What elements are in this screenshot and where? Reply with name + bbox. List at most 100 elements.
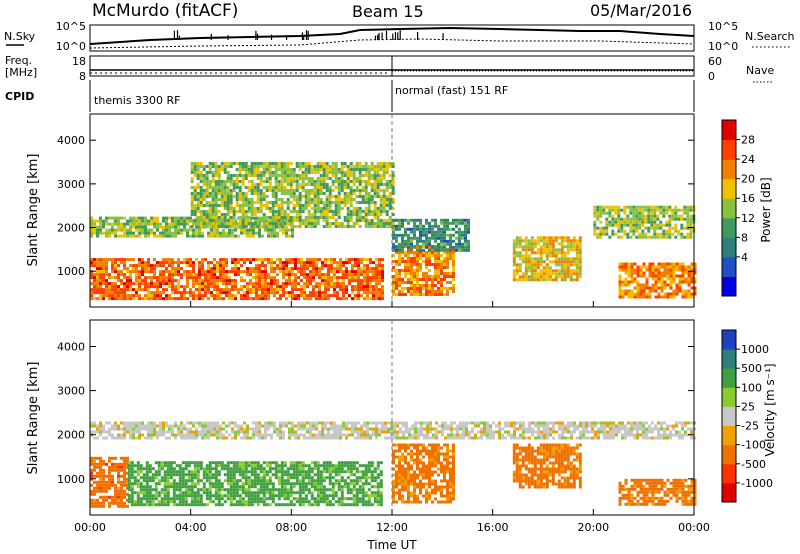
heatmap-cell bbox=[240, 279, 243, 283]
heatmap-cell bbox=[276, 288, 279, 292]
heatmap-cell bbox=[352, 207, 356, 210]
heatmap-cell bbox=[202, 476, 206, 480]
heatmap-cell bbox=[313, 488, 317, 492]
heatmap-cell bbox=[117, 258, 120, 262]
heatmap-cell bbox=[382, 195, 386, 198]
heatmap-cell bbox=[624, 280, 628, 284]
heatmap-cell bbox=[144, 285, 147, 289]
heatmap-cell bbox=[217, 186, 221, 189]
heatmap-cell bbox=[123, 291, 126, 295]
heatmap-cell bbox=[385, 219, 389, 222]
heatmap-cell bbox=[264, 258, 267, 262]
heatmap-cell bbox=[452, 269, 455, 272]
heatmap-cell bbox=[336, 282, 339, 286]
heatmap-cell bbox=[398, 242, 401, 246]
heatmap-cell bbox=[256, 174, 260, 177]
heatmap-cell bbox=[214, 485, 218, 489]
heatmap-cell bbox=[301, 470, 305, 474]
heatmap-cell bbox=[196, 177, 200, 180]
heatmap-cell bbox=[141, 258, 144, 262]
heatmap-cell bbox=[283, 461, 287, 465]
heatmap-cell bbox=[328, 494, 332, 498]
heatmap-cell bbox=[123, 267, 126, 271]
heatmap-cell bbox=[184, 467, 188, 471]
heatmap-cell bbox=[196, 165, 200, 168]
heatmap-cell bbox=[337, 479, 341, 483]
heatmap-cell bbox=[139, 503, 143, 507]
heatmap-cell bbox=[660, 262, 664, 266]
heatmap-cell bbox=[671, 232, 675, 236]
heatmap-cell bbox=[105, 261, 108, 265]
heatmap-cell bbox=[123, 273, 126, 277]
heatmap-cell bbox=[214, 488, 218, 492]
heatmap-cell bbox=[369, 261, 372, 265]
heatmap-cell bbox=[150, 216, 153, 220]
noise-spikes bbox=[173, 30, 444, 40]
heatmap-cell bbox=[96, 498, 99, 502]
heatmap-cell bbox=[235, 204, 239, 207]
heatmap-cell bbox=[683, 205, 687, 209]
heatmap-cell bbox=[551, 272, 555, 276]
heatmap-cell bbox=[223, 201, 227, 204]
heatmap-cell bbox=[226, 470, 230, 474]
heatmap-cell bbox=[234, 228, 237, 232]
heatmap-cell bbox=[147, 282, 150, 286]
heatmap-cell bbox=[680, 223, 684, 227]
heatmap-cell bbox=[310, 485, 314, 489]
heatmap-cell bbox=[611, 232, 615, 236]
heatmap-cell bbox=[231, 258, 234, 262]
heatmap-cell bbox=[237, 216, 240, 220]
heatmap-cell bbox=[280, 470, 284, 474]
heatmap-cell bbox=[367, 195, 371, 198]
heatmap-cell bbox=[108, 234, 111, 238]
heatmap-cell bbox=[247, 201, 251, 204]
heatmap-cell bbox=[286, 467, 290, 471]
heatmap-cell bbox=[361, 210, 365, 213]
heatmap-cell bbox=[214, 192, 218, 195]
heatmap-cell bbox=[198, 297, 201, 301]
heatmap-cell bbox=[166, 473, 170, 477]
heatmap-cell bbox=[373, 174, 377, 177]
heatmap-cell bbox=[246, 282, 249, 286]
heatmap-cell bbox=[153, 282, 156, 286]
heatmap-cell bbox=[289, 168, 293, 171]
heatmap-cell bbox=[410, 260, 413, 263]
heatmap-cell bbox=[391, 222, 395, 225]
heatmap-cell bbox=[328, 210, 332, 213]
heatmap-cell bbox=[425, 263, 428, 266]
heatmap-cell bbox=[211, 198, 215, 201]
heatmap-cell bbox=[205, 219, 209, 222]
heatmap-cell bbox=[111, 495, 114, 499]
heatmap-cell bbox=[105, 462, 108, 466]
heatmap-cell bbox=[566, 239, 570, 243]
heatmap-cell bbox=[527, 242, 531, 246]
heatmap-cell bbox=[220, 467, 224, 471]
heatmap-cell bbox=[566, 257, 570, 261]
heatmap-cell bbox=[630, 265, 634, 269]
heatmap-cell bbox=[280, 198, 284, 201]
heatmap-cell bbox=[202, 491, 206, 495]
heatmap-cell bbox=[174, 225, 177, 229]
heatmap-cell bbox=[596, 205, 600, 209]
heatmap-cell bbox=[186, 261, 189, 265]
heatmap-cell bbox=[369, 267, 372, 271]
heatmap-cell bbox=[336, 276, 339, 280]
heatmap-cell bbox=[229, 207, 233, 210]
heatmap-cell bbox=[348, 279, 351, 283]
heatmap-cell bbox=[325, 461, 329, 465]
heatmap-cell bbox=[96, 270, 99, 274]
heatmap-cell bbox=[259, 204, 263, 207]
heatmap-cell bbox=[392, 230, 395, 234]
heatmap-cell bbox=[283, 464, 287, 468]
heatmap-cell bbox=[226, 482, 230, 486]
heatmap-cell bbox=[524, 260, 528, 264]
heatmap-cell bbox=[416, 266, 419, 269]
heatmap-cell bbox=[108, 273, 111, 277]
heatmap-cell bbox=[148, 479, 152, 483]
heatmap-cell bbox=[431, 284, 434, 287]
heatmap-cell bbox=[207, 234, 210, 238]
heatmap-cell bbox=[93, 291, 96, 295]
heatmap-cell bbox=[416, 263, 419, 266]
heatmap-cell bbox=[261, 297, 264, 301]
heatmap-cell bbox=[93, 288, 96, 292]
